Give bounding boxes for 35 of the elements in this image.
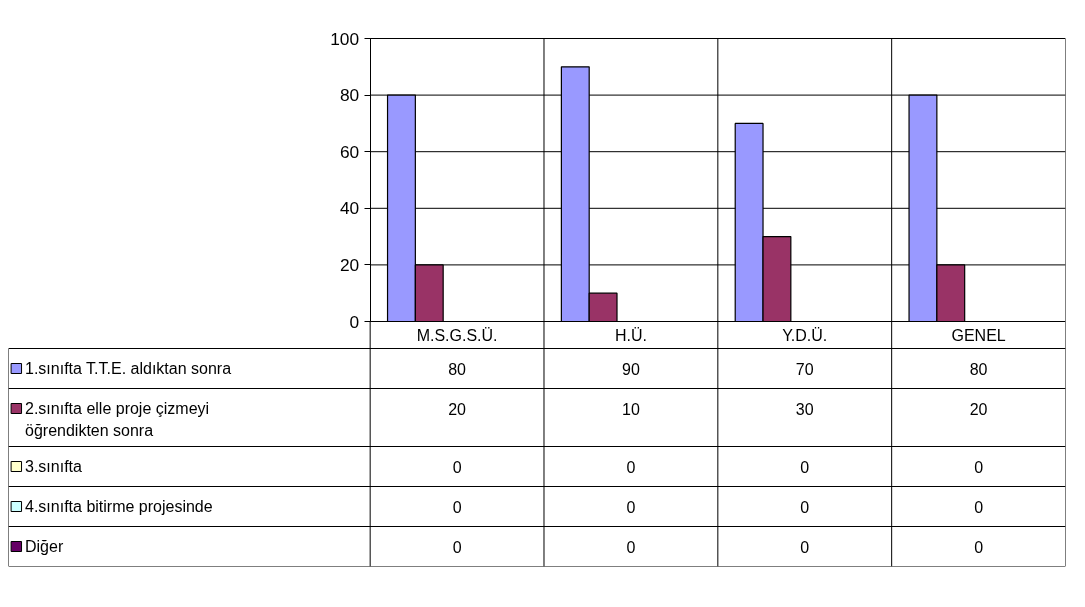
data-label: 0 (800, 498, 810, 516)
data-label: 80 (448, 360, 467, 378)
data-label: 0 (452, 538, 462, 556)
data-label: 0 (974, 458, 984, 476)
x-tick-label: GENEL (951, 326, 1006, 344)
y-tick-label: 80 (339, 85, 360, 106)
data-label: 0 (452, 458, 462, 476)
data-label: 70 (795, 360, 814, 378)
data-label: 90 (622, 360, 640, 378)
data-label: 0 (626, 458, 636, 476)
data-label: 20 (448, 400, 467, 418)
data-label: 0 (800, 458, 810, 476)
x-tick-label: H.Ü. (614, 326, 647, 344)
data-label: 80 (969, 360, 988, 378)
y-tick-label: 60 (339, 141, 360, 162)
legend-label: 2.sınıfta elle proje çizmeyi öğrendikten sonra (25, 400, 210, 439)
data-label: 0 (800, 538, 810, 556)
x-tick-label: Y.D.Ü. (782, 326, 828, 344)
legend-label: 1.sınıfta T.T.E. aldıktan sonra (25, 360, 232, 377)
legend-label: 4.sınıfta bitirme projesinde (25, 498, 213, 515)
data-label: 0 (626, 498, 636, 516)
x-tick-label: M.S.G.S.Ü. (416, 326, 498, 344)
data-label: 0 (626, 538, 636, 556)
legend-label: 3.sınıfta (25, 458, 83, 475)
y-tick-label: 0 (349, 311, 360, 332)
y-tick-label: 20 (339, 254, 360, 275)
data-label: 0 (452, 498, 462, 516)
legend-label: Diğer (25, 538, 64, 555)
data-label: 20 (969, 400, 988, 418)
data-label: 0 (974, 498, 984, 516)
data-label: 30 (795, 400, 814, 418)
y-tick-label: 100 (330, 28, 360, 49)
data-label: 10 (622, 400, 640, 418)
data-label: 0 (974, 538, 984, 556)
y-tick-label: 40 (339, 198, 360, 219)
